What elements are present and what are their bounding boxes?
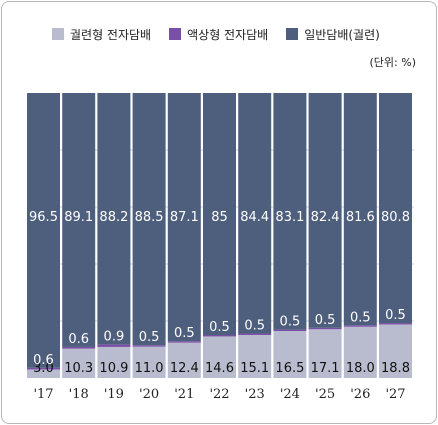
bar-segment-liquid bbox=[308, 327, 342, 330]
data-label-cigarette: 82.4 bbox=[311, 210, 340, 225]
bar-segment-heated bbox=[27, 369, 60, 378]
data-label-liquid: 0.5 bbox=[139, 330, 160, 345]
data-label-heated: 14.6 bbox=[205, 361, 234, 376]
data-label-heated: 17.1 bbox=[311, 361, 340, 376]
x-tick-label: '19 bbox=[104, 387, 124, 402]
bar-segment-heated bbox=[343, 326, 377, 378]
bar-segment-cigarette bbox=[203, 93, 236, 336]
unit-label: (단위: %) bbox=[369, 56, 416, 69]
bar-segment-heated bbox=[379, 324, 412, 378]
data-label-liquid: 0.5 bbox=[174, 326, 195, 341]
bar-segment-cigarette bbox=[62, 93, 96, 347]
data-label-cigarette: 89.1 bbox=[64, 210, 93, 225]
bar-segment-liquid bbox=[97, 344, 131, 347]
legend-swatch-cigarettes bbox=[286, 28, 299, 40]
data-label-cigarette: 88.5 bbox=[135, 210, 164, 225]
bar-segment-liquid bbox=[203, 335, 236, 337]
bar-segment-heated bbox=[238, 334, 272, 378]
data-label-heated: 15.1 bbox=[240, 361, 269, 376]
data-label-liquid: 0.5 bbox=[209, 320, 230, 335]
bar-segment-liquid bbox=[273, 329, 307, 332]
bar-segment-heated bbox=[203, 336, 236, 378]
bar-segment-liquid bbox=[167, 341, 201, 343]
bar-segment-heated bbox=[97, 346, 131, 378]
x-tick-label: '20 bbox=[139, 387, 159, 402]
bar-segment-heated bbox=[308, 329, 342, 378]
data-label-cigarette: 87.1 bbox=[170, 210, 199, 225]
bar-segment-cigarette bbox=[132, 93, 166, 346]
data-label-cigarette: 96.5 bbox=[29, 210, 58, 225]
legend-item-liquid-ecig: 액상형 전자담배 bbox=[169, 26, 268, 43]
legend-swatch-liquid-ecig bbox=[169, 28, 182, 40]
bar-segment-liquid bbox=[27, 367, 60, 370]
data-label-heated: 11.0 bbox=[135, 361, 164, 376]
data-label-cigarette: 81.6 bbox=[346, 210, 375, 225]
bar-segment-cigarette bbox=[238, 93, 272, 334]
data-label-liquid: 0.6 bbox=[33, 353, 54, 368]
bar-segment-cigarette bbox=[167, 93, 201, 342]
bar-segment-liquid bbox=[62, 346, 96, 349]
legend-label-cigarettes: 일반담배(궐련) bbox=[304, 27, 380, 42]
x-tick-label: '27 bbox=[385, 387, 405, 402]
data-label-heated: 12.4 bbox=[170, 361, 199, 376]
legend-label-liquid-ecig: 액상형 전자담배 bbox=[187, 27, 269, 42]
x-tick-label: '17 bbox=[33, 387, 53, 402]
bar-segment-heated bbox=[62, 348, 96, 378]
data-label-cigarette: 84.4 bbox=[240, 210, 269, 225]
data-label-cigarette: 83.1 bbox=[275, 210, 304, 225]
bar-segment-cigarette bbox=[27, 93, 60, 368]
data-label-heated: 16.5 bbox=[275, 361, 304, 376]
bar-segment-liquid bbox=[379, 323, 412, 325]
data-label-heated: 10.9 bbox=[99, 361, 128, 376]
x-tick-label: '21 bbox=[174, 387, 194, 402]
data-label-liquid: 0.5 bbox=[315, 313, 336, 328]
bar-segment-cigarette bbox=[273, 93, 307, 330]
bar-segment-liquid bbox=[238, 333, 272, 335]
data-label-heated: 18.8 bbox=[381, 361, 410, 376]
data-label-cigarette: 85 bbox=[211, 210, 228, 225]
x-tick-label: '23 bbox=[245, 387, 265, 402]
x-tick-label: '18 bbox=[69, 387, 89, 402]
bar-segment-heated bbox=[273, 331, 307, 378]
legend-swatch-heated-tobacco bbox=[52, 28, 64, 40]
data-label-cigarette: 88.2 bbox=[99, 210, 128, 225]
bar-segment-heated bbox=[167, 342, 201, 378]
x-tick-label: '25 bbox=[315, 387, 335, 402]
data-label-heated: 18.0 bbox=[346, 361, 375, 376]
legend-item-heated-tobacco: 궐련형 전자담배 bbox=[52, 26, 151, 43]
bar-segment-cigarette bbox=[343, 93, 377, 326]
bar-segment-cigarette bbox=[379, 93, 412, 324]
legend: 궐련형 전자담배 액상형 전자담배 일반담배(궐련) bbox=[52, 26, 398, 42]
bar-segment-cigarette bbox=[308, 93, 342, 328]
data-label-liquid: 0.6 bbox=[68, 332, 89, 347]
data-label-liquid: 0.5 bbox=[385, 308, 406, 323]
legend-label-heated-tobacco: 궐련형 전자담배 bbox=[70, 27, 152, 42]
legend-item-cigarettes: 일반담배(궐련) bbox=[286, 26, 380, 43]
bar-segment-liquid bbox=[343, 325, 377, 327]
bar-segment-liquid bbox=[132, 345, 166, 347]
data-label-heated: 3.0 bbox=[33, 361, 54, 376]
x-tick-label: '26 bbox=[350, 387, 370, 402]
x-tick-label: '24 bbox=[280, 387, 300, 402]
data-label-liquid: 0.9 bbox=[104, 329, 125, 344]
data-label-heated: 10.3 bbox=[64, 361, 93, 376]
data-label-liquid: 0.5 bbox=[350, 310, 371, 325]
bar-segment-cigarette bbox=[97, 93, 131, 345]
data-label-liquid: 0.5 bbox=[244, 319, 265, 334]
data-label-cigarette: 80.8 bbox=[381, 210, 410, 225]
x-tick-label: '22 bbox=[209, 387, 229, 402]
data-label-liquid: 0.5 bbox=[280, 315, 301, 330]
bar-segment-heated bbox=[132, 346, 166, 378]
